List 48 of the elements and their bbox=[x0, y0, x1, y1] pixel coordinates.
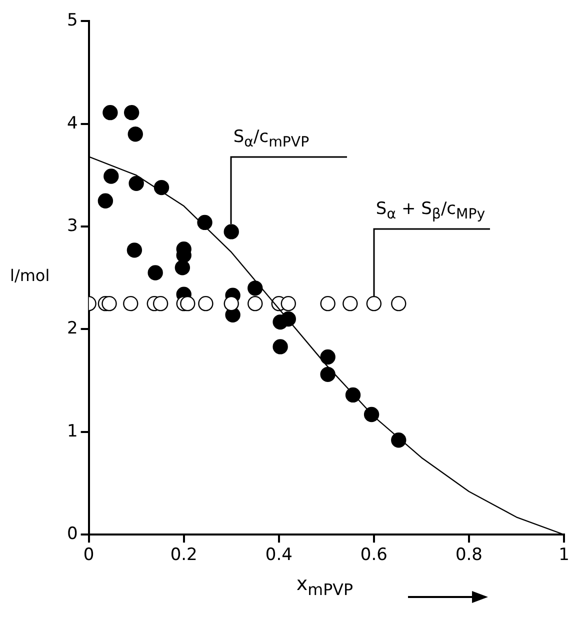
y-tick-label: 2 bbox=[66, 318, 78, 339]
point bbox=[128, 176, 144, 192]
point bbox=[320, 296, 336, 312]
point bbox=[198, 296, 214, 312]
x-tick-label: 1 bbox=[558, 545, 570, 566]
point bbox=[98, 193, 114, 208]
point bbox=[364, 406, 380, 422]
point bbox=[345, 387, 361, 403]
x-axis-title: x$_{mPVP}$ bbox=[296, 572, 353, 598]
point bbox=[102, 104, 118, 120]
y-tick-label: 4 bbox=[66, 113, 78, 134]
point bbox=[342, 296, 358, 312]
annotation: S$_{α}$/c$_{mPVP}$ bbox=[233, 126, 310, 150]
y-tick-label: 5 bbox=[66, 10, 78, 31]
point bbox=[366, 296, 382, 312]
point bbox=[320, 366, 336, 382]
x-tick-label: 0.8 bbox=[455, 545, 482, 566]
annotation: S$_{α}$ + S$_{β}$/c$_{MPy}$ bbox=[376, 198, 486, 222]
x-tick-label: 0 bbox=[83, 545, 94, 566]
y-tick-label: 1 bbox=[66, 421, 78, 442]
point bbox=[272, 339, 288, 354]
point bbox=[148, 265, 163, 280]
point bbox=[248, 280, 263, 296]
point bbox=[280, 311, 296, 327]
point bbox=[128, 126, 143, 142]
point bbox=[180, 296, 196, 312]
point bbox=[391, 296, 406, 312]
y-tick-label: 3 bbox=[66, 216, 78, 236]
point bbox=[126, 242, 142, 258]
point bbox=[224, 296, 239, 312]
x-tick-label: 0.2 bbox=[170, 545, 198, 566]
point bbox=[124, 104, 140, 120]
point bbox=[102, 296, 117, 312]
point bbox=[224, 224, 239, 240]
point bbox=[248, 296, 263, 312]
point bbox=[320, 349, 336, 365]
y-axis-title: l/mol bbox=[10, 266, 50, 285]
point bbox=[280, 296, 296, 312]
x-tick-label: 0.4 bbox=[265, 545, 292, 566]
point bbox=[152, 296, 168, 312]
point bbox=[391, 432, 406, 448]
point bbox=[197, 214, 212, 230]
y-tick-label: 0 bbox=[66, 524, 78, 544]
point bbox=[154, 180, 170, 196]
x-tick-label: 0.6 bbox=[360, 545, 388, 566]
point bbox=[123, 296, 138, 312]
point bbox=[174, 260, 190, 276]
point bbox=[104, 168, 119, 184]
